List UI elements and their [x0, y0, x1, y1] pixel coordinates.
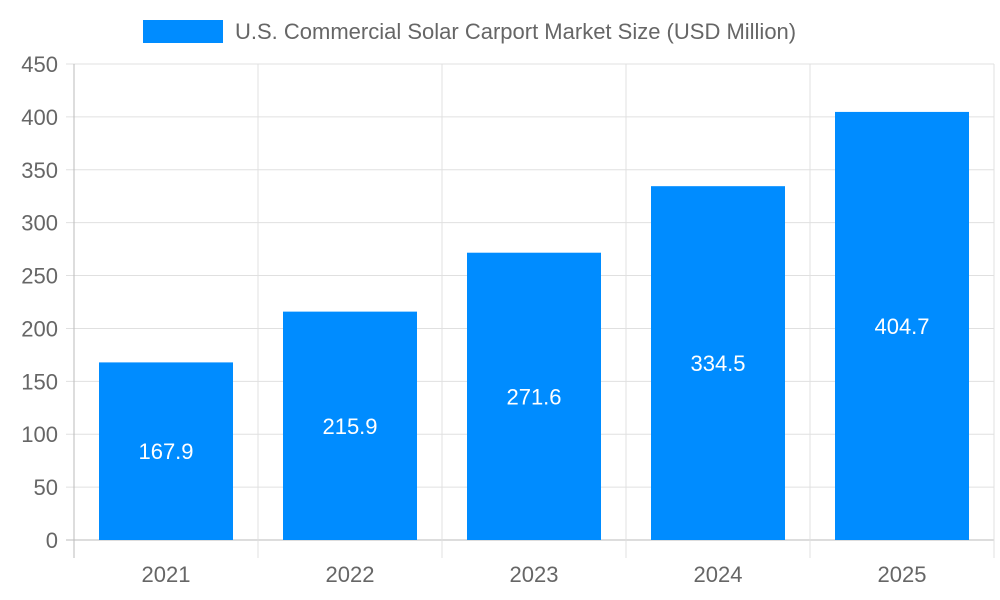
bar-2024 — [651, 186, 785, 540]
y-tick-label: 200 — [21, 316, 58, 341]
y-tick-label: 0 — [46, 528, 58, 553]
y-tick-label: 150 — [21, 369, 58, 394]
bars: 167.9 215.9 271.6 334.5 404.7 — [99, 111, 969, 541]
bar-2025 — [835, 111, 969, 541]
y-tick-label: 400 — [21, 105, 58, 130]
bar-2023 — [467, 252, 601, 540]
data-label: 215.9 — [322, 414, 377, 439]
axes: 0 50 100 150 200 250 300 350 400 450 2021 2022 2023 2… — [21, 52, 926, 587]
x-tick-label: 2024 — [694, 562, 743, 587]
data-label: 334.5 — [690, 351, 745, 376]
y-tick-label: 300 — [21, 211, 58, 236]
y-tick-label: 100 — [21, 422, 58, 447]
y-tick-label: 50 — [34, 475, 58, 500]
legend-swatch — [143, 20, 223, 43]
data-label: 404.7 — [874, 314, 929, 339]
bar-2021 — [99, 362, 233, 540]
x-tick-label: 2023 — [510, 562, 559, 587]
x-tick-label: 2021 — [142, 562, 191, 587]
data-label: 271.6 — [506, 384, 561, 409]
x-tick-label: 2025 — [878, 562, 927, 587]
y-tick-label: 350 — [21, 158, 58, 183]
x-tick-label: 2022 — [326, 562, 375, 587]
data-label: 167.9 — [138, 439, 193, 464]
legend-label: U.S. Commercial Solar Carport Market Siz… — [235, 19, 796, 44]
y-tick-label: 250 — [21, 264, 58, 289]
bar-2022 — [283, 311, 417, 540]
y-tick-label: 450 — [21, 52, 58, 77]
legend[interactable]: U.S. Commercial Solar Carport Market Siz… — [143, 19, 796, 44]
